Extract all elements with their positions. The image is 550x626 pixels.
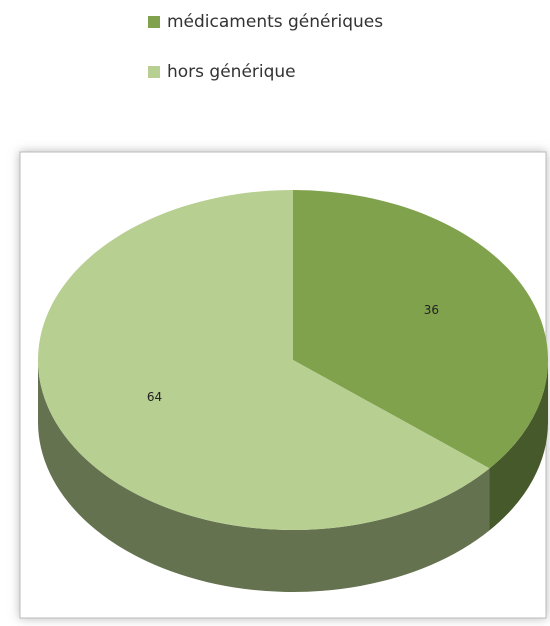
legend-swatch [148,66,160,78]
legend-swatch [148,16,160,28]
data-label: 36 [424,303,439,317]
pie-side [38,360,490,592]
data-label: 64 [147,390,162,404]
legend-label: médicaments génériques [167,12,383,32]
pie-slice [293,190,549,469]
legend-label: hors générique [167,62,296,82]
pie-slice [38,190,490,531]
pie-side [489,360,548,531]
